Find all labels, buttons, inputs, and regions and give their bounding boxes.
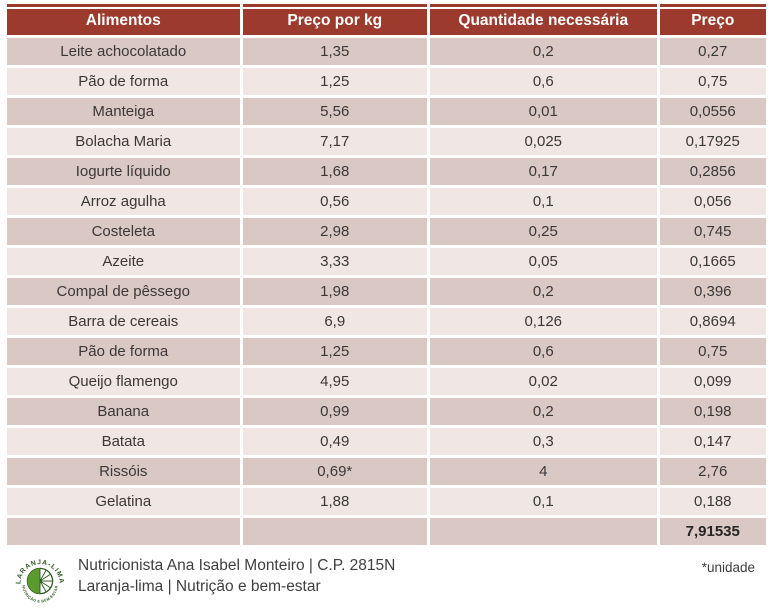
table-cell: 0,02: [430, 368, 657, 395]
table-cell: 1,88: [242, 488, 427, 515]
empty-cell: [7, 518, 240, 545]
table-cell: Batata: [7, 428, 240, 455]
column-header-1: Preço por kg: [242, 4, 427, 35]
table-cell: 0,25: [430, 218, 657, 245]
table-cell: 1,98: [242, 278, 427, 305]
table-cell: 1,68: [242, 158, 427, 185]
table-row: Bolacha Maria 7,17 0,025 0,17925: [7, 128, 766, 155]
empty-cell: [430, 518, 657, 545]
table-cell: 1,25: [242, 338, 427, 365]
table-cell: Costeleta: [7, 218, 240, 245]
table-cell: 2,98: [242, 218, 427, 245]
footer-credits: Nutricionista Ana Isabel Monteiro | C.P.…: [78, 552, 702, 597]
table-cell: 0,2856: [659, 158, 766, 185]
table-cell: 4: [430, 458, 657, 485]
table-cell: 0,3: [430, 428, 657, 455]
table-row: Azeite 3,33 0,05 0,1665: [7, 248, 766, 275]
table-row: Manteiga 5,56 0,01 0,0556: [7, 98, 766, 125]
column-header-0: Alimentos: [7, 4, 240, 35]
table-header-row: Alimentos Preço por kg Quantidade necessár…: [7, 4, 766, 35]
table-cell: 0,147: [659, 428, 766, 455]
table-cell: Pão de forma: [7, 68, 240, 95]
column-header-2: Quantidade necessária: [430, 4, 657, 35]
table-body: Leite achocolatado 1,35 0,2 0,27 Pão de form…: [7, 38, 766, 545]
table-cell: 1,35: [242, 38, 427, 65]
table-cell: 0,099: [659, 368, 766, 395]
unit-footnote: *unidade: [701, 560, 755, 575]
total-price-value: 7,91535: [659, 518, 766, 545]
table-cell: 2,76: [659, 458, 766, 485]
table-row: Arroz agulha 0,56 0,1 0,056: [7, 188, 766, 215]
table-cell: 0,188: [659, 488, 766, 515]
table-cell: 0,198: [659, 398, 766, 425]
table-cell: 0,1: [430, 188, 657, 215]
table-row: Compal de pêssego 1,98 0,2 0,396: [7, 278, 766, 305]
table-row: Pão de forma 1,25 0,6 0,75: [7, 68, 766, 95]
table-cell: 0,056: [659, 188, 766, 215]
table-cell: 0,17925: [659, 128, 766, 155]
table-cell: 0,69*: [242, 458, 427, 485]
table-cell: 0,2: [430, 398, 657, 425]
table-cell: Compal de pêssego: [7, 278, 240, 305]
table-cell: 1,25: [242, 68, 427, 95]
table-cell: 0,8694: [659, 308, 766, 335]
table-cell: 0,6: [430, 338, 657, 365]
table-cell: Gelatina: [7, 488, 240, 515]
footer: LARANJA-LIMA NUTRIÇÃO E BEM-ESTAR: [4, 552, 769, 614]
table-cell: 5,56: [242, 98, 427, 125]
table-cell: Azeite: [7, 248, 240, 275]
table-cell: 0,05: [430, 248, 657, 275]
table-cell: 0,1: [430, 488, 657, 515]
table-cell: 0,2: [430, 38, 657, 65]
table-cell: 0,49: [242, 428, 427, 455]
brand-line: Laranja-lima | Nutrição e bem-estar: [78, 578, 321, 595]
table-cell: 0,99: [242, 398, 427, 425]
table-row: Batata 0,49 0,3 0,147: [7, 428, 766, 455]
table-cell: 0,01: [430, 98, 657, 125]
laranja-lima-logo-icon: LARANJA-LIMA NUTRIÇÃO E BEM-ESTAR: [12, 553, 68, 614]
table-cell: 3,33: [242, 248, 427, 275]
table-row: Banana 0,99 0,2 0,198: [7, 398, 766, 425]
nutritionist-line: Nutricionista Ana Isabel Monteiro | C.P.…: [78, 557, 396, 574]
table-cell: Pão de forma: [7, 338, 240, 365]
table-cell: 0,745: [659, 218, 766, 245]
table-cell: 4,95: [242, 368, 427, 395]
table-cell: 0,2: [430, 278, 657, 305]
price-table: Alimentos Preço por kg Quantidade necessár…: [4, 1, 769, 548]
table-cell: 6,9: [242, 308, 427, 335]
table-cell: Bolacha Maria: [7, 128, 240, 155]
table-cell: 0,0556: [659, 98, 766, 125]
table-row: Barra de cereais 6,9 0,126 0,8694: [7, 308, 766, 335]
total-row: 7,91535: [7, 518, 766, 545]
table-row: Costeleta 2,98 0,25 0,745: [7, 218, 766, 245]
table-row: Gelatina 1,88 0,1 0,188: [7, 488, 766, 515]
table-cell: 0,126: [430, 308, 657, 335]
table-cell: 0,75: [659, 338, 766, 365]
table-cell: 0,396: [659, 278, 766, 305]
table-row: Rissóis 0,69* 4 2,76: [7, 458, 766, 485]
table-cell: 0,17: [430, 158, 657, 185]
column-header-3: Preço: [659, 4, 766, 35]
table-cell: Iogurte líquido: [7, 158, 240, 185]
table-cell: 0,1665: [659, 248, 766, 275]
table-cell: 0,75: [659, 68, 766, 95]
table-cell: Arroz agulha: [7, 188, 240, 215]
table-cell: Queijo flamengo: [7, 368, 240, 395]
table-row: Leite achocolatado 1,35 0,2 0,27: [7, 38, 766, 65]
table-cell: 0,025: [430, 128, 657, 155]
table-cell: Barra de cereais: [7, 308, 240, 335]
empty-cell: [242, 518, 427, 545]
table-cell: Manteiga: [7, 98, 240, 125]
table-cell: Banana: [7, 398, 240, 425]
table-row: Queijo flamengo 4,95 0,02 0,099: [7, 368, 766, 395]
table-cell: 0,56: [242, 188, 427, 215]
table-row: Iogurte líquido 1,68 0,17 0,2856: [7, 158, 766, 185]
table-cell: 0,6: [430, 68, 657, 95]
table-row: Pão de forma 1,25 0,6 0,75: [7, 338, 766, 365]
table-cell: Rissóis: [7, 458, 240, 485]
table-cell: 7,17: [242, 128, 427, 155]
table-cell: Leite achocolatado: [7, 38, 240, 65]
table-cell: 0,27: [659, 38, 766, 65]
